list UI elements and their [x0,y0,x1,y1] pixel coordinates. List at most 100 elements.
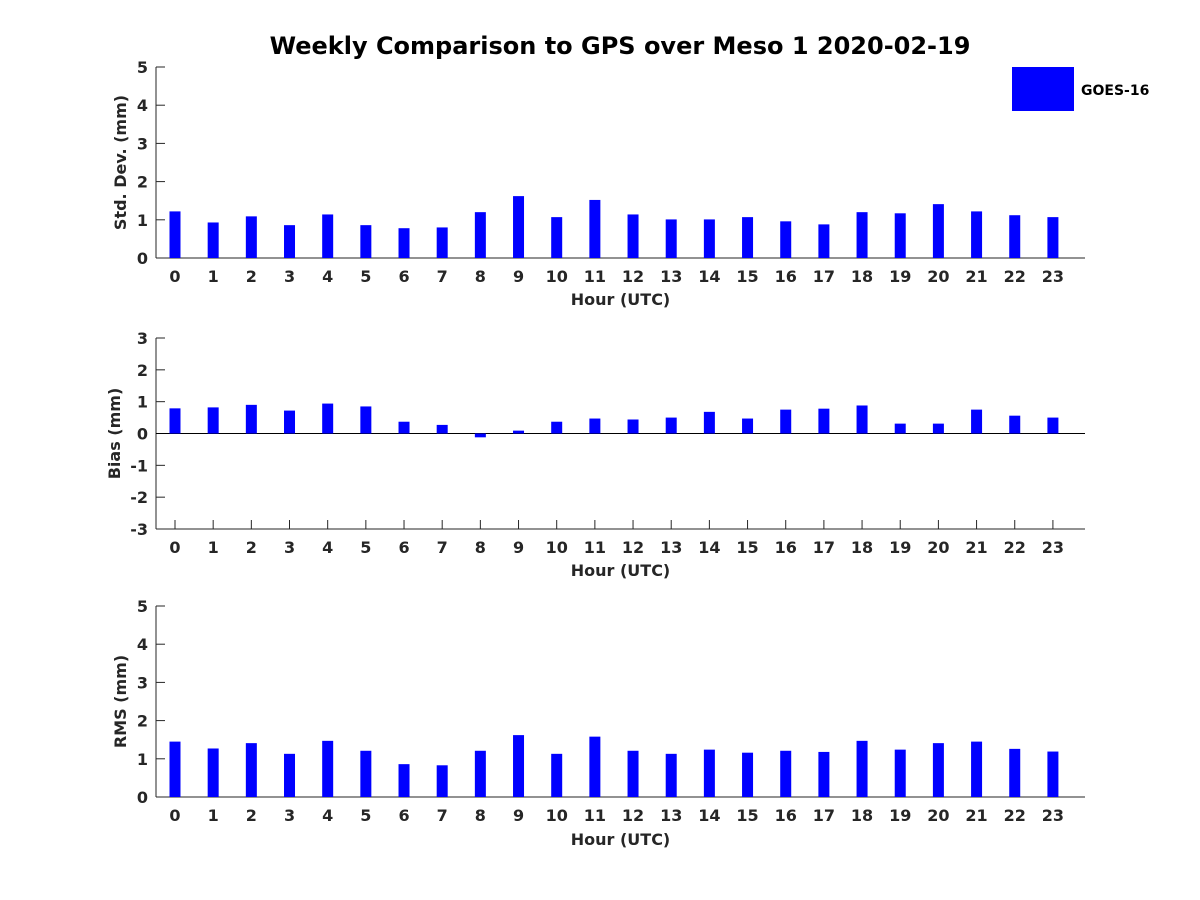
bar [245,404,257,434]
x-tick-label: 11 [584,538,606,557]
x-tick-label: 21 [965,538,987,557]
bar [513,430,525,434]
x-tick-label: 23 [1042,806,1064,825]
bar [513,735,525,797]
y-tick-label: 0 [137,425,148,444]
bar [932,423,944,434]
x-tick-label: 17 [813,538,835,557]
legend: GOES-16 [1012,67,1149,111]
bar [856,740,868,797]
x-tick-label: 4 [322,538,333,557]
y-tick-label: 1 [137,750,148,769]
bar [207,407,219,434]
x-tick-label: 23 [1042,538,1064,557]
x-tick-label: 10 [546,806,568,825]
x-tick-label: 16 [775,267,797,286]
x-tick-label: 0 [169,267,180,286]
x-tick-label: 1 [208,267,219,286]
y-tick-label: 4 [137,96,148,115]
x-tick-label: 7 [437,806,448,825]
x-tick-label: 20 [927,267,949,286]
bar [322,403,334,434]
x-axis-label: Hour (UTC) [571,830,671,849]
bar [284,225,296,258]
bar [971,409,983,434]
y-axis-label: Bias (mm) [105,388,124,480]
bar [780,409,792,434]
bar [169,408,181,434]
x-tick-label: 11 [584,806,606,825]
bar [703,411,715,434]
x-axis-label: Hour (UTC) [571,290,671,309]
chart-title: Weekly Comparison to GPS over Meso 1 202… [270,32,971,60]
x-tick-label: 16 [775,538,797,557]
bar [284,410,296,434]
x-axis-label: Hour (UTC) [571,561,671,580]
x-tick-label: 6 [398,538,409,557]
x-tick-label: 18 [851,806,873,825]
bar [703,219,715,258]
x-tick-label: 17 [813,806,835,825]
bar [474,750,486,797]
y-tick-label: 3 [137,673,148,692]
x-tick-label: 5 [360,267,371,286]
bar [1047,417,1059,434]
bar [856,212,868,258]
bar [589,418,601,434]
bar [742,217,754,258]
bar [589,736,601,797]
x-tick-label: 14 [698,538,720,557]
y-tick-label: -2 [130,488,148,507]
x-tick-label: 3 [284,806,295,825]
x-tick-label: 10 [546,267,568,286]
x-tick-label: 16 [775,806,797,825]
bar [856,405,868,434]
x-tick-label: 13 [660,806,682,825]
bar [398,764,410,797]
bar [627,750,639,797]
bar [322,214,334,258]
bar [398,228,410,258]
bar [818,224,830,258]
x-tick-label: 6 [398,806,409,825]
x-tick-label: 14 [698,806,720,825]
legend-swatch [1012,67,1074,111]
bar [436,424,448,434]
x-tick-label: 9 [513,538,524,557]
bar [1047,217,1059,258]
bar [284,753,296,797]
x-tick-label: 19 [889,267,911,286]
bar [1047,751,1059,797]
x-tick-label: 17 [813,267,835,286]
bar [627,214,639,258]
x-tick-label: 19 [889,806,911,825]
y-axis-label: RMS (mm) [111,655,130,748]
x-tick-label: 19 [889,538,911,557]
bar [207,748,219,797]
bar [169,211,181,258]
bar [360,406,372,434]
x-tick-label: 5 [360,806,371,825]
x-tick-label: 15 [736,538,758,557]
x-tick-label: 9 [513,267,524,286]
y-tick-label: 2 [137,712,148,731]
bar [894,423,906,434]
bar [742,418,754,434]
bar [780,221,792,258]
y-tick-label: 5 [137,58,148,77]
x-tick-label: 13 [660,538,682,557]
legend-label: GOES-16 [1081,83,1149,99]
bar [1009,415,1021,434]
x-tick-label: 2 [246,267,257,286]
bar [665,219,677,258]
x-tick-label: 9 [513,806,524,825]
bar [818,408,830,434]
x-tick-label: 3 [284,267,295,286]
bar [245,216,257,258]
x-tick-label: 8 [475,267,486,286]
bar [780,750,792,797]
bar [894,749,906,797]
x-tick-label: 12 [622,806,644,825]
